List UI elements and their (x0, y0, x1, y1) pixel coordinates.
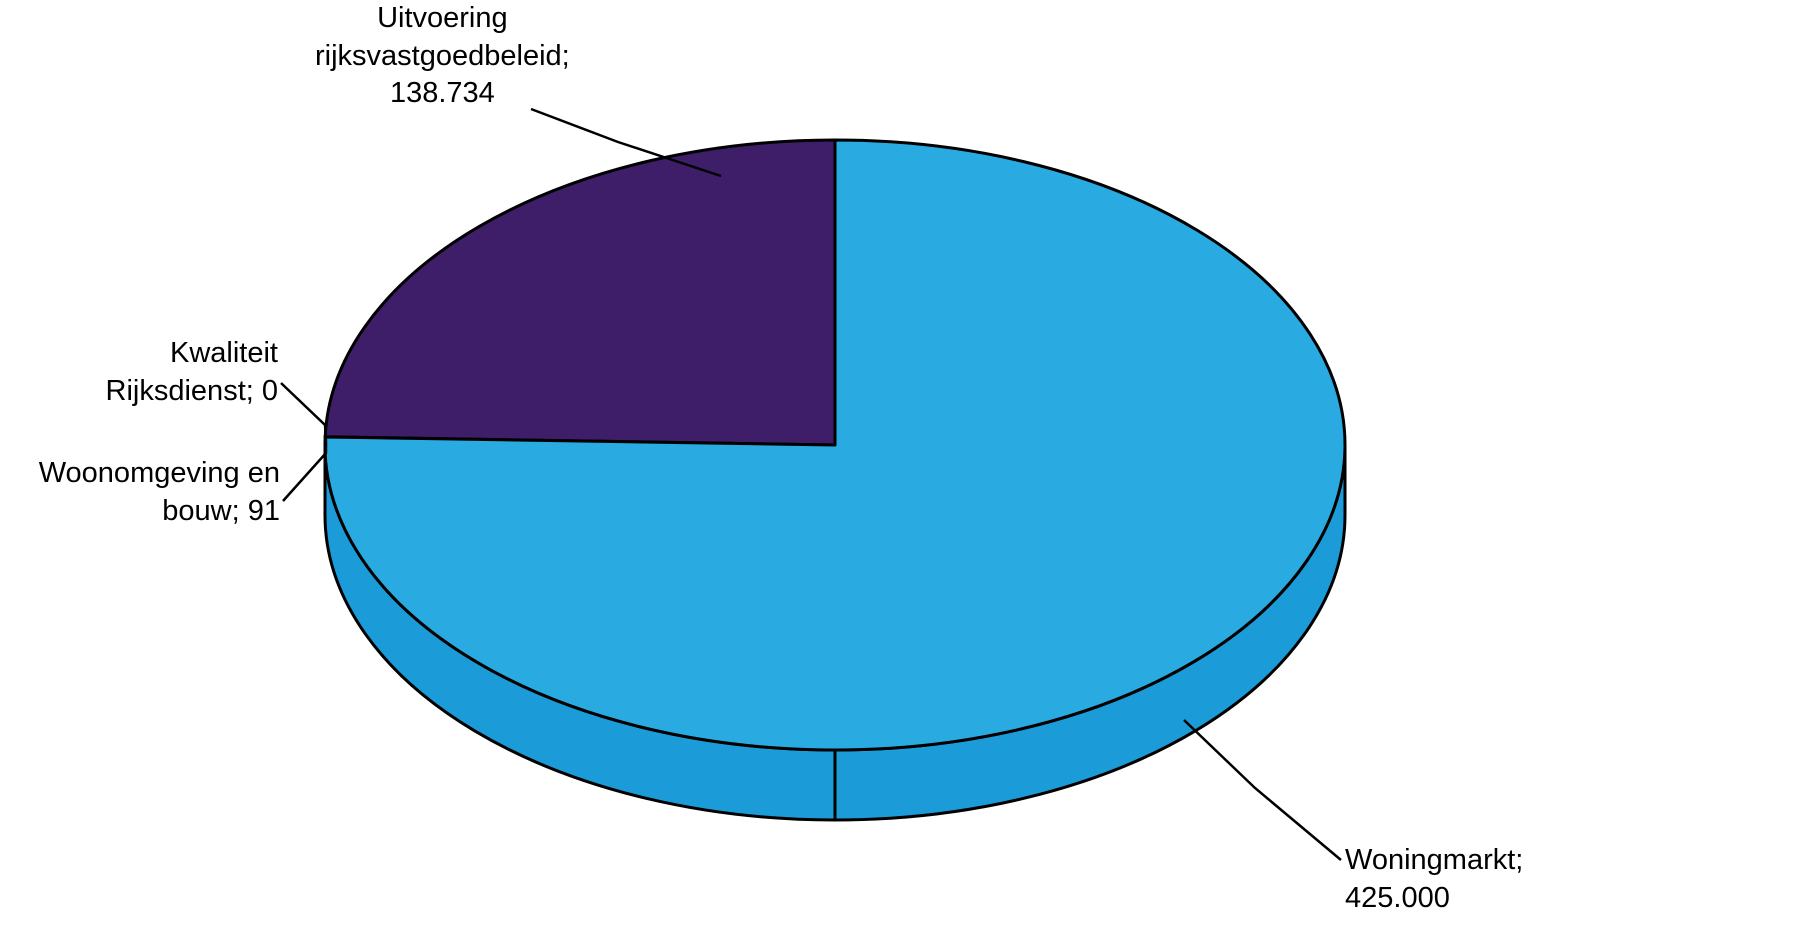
label-woonomgeving: Woonomgeving en bouw; 91 (39, 455, 280, 530)
label-line: rijksvastgoedbeleid; (315, 40, 570, 72)
label-line: Woonomgeving en (39, 457, 280, 489)
label-line: 138.734 (390, 77, 495, 109)
label-line: Woningmarkt; (1345, 844, 1523, 876)
pie-chart-3d: Uitvoering rijksvastgoedbeleid; 138.734 … (0, 0, 1810, 925)
label-uitvoering: Uitvoering rijksvastgoedbeleid; 138.734 (315, 0, 570, 113)
label-line: Kwaliteit (170, 337, 278, 369)
label-line: 425.000 (1345, 882, 1450, 914)
label-line: bouw; 91 (162, 495, 280, 527)
label-line: Uitvoering (377, 2, 508, 34)
label-line: Rijksdienst; 0 (106, 375, 278, 407)
label-woningmarkt: Woningmarkt; 425.000 (1345, 842, 1523, 917)
label-kwaliteit: Kwaliteit Rijksdienst; 0 (106, 335, 278, 410)
